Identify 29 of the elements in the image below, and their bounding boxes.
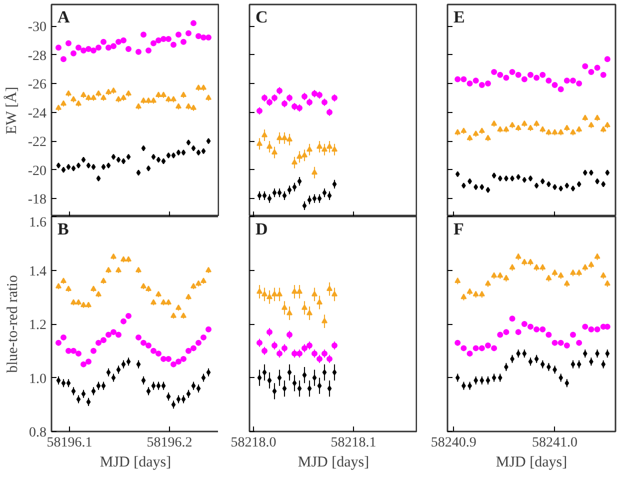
x-tick-label: 58218.0 <box>230 436 276 450</box>
chart-title: C <box>256 8 268 26</box>
y-tick-label: -28 <box>28 48 47 64</box>
y-tick-label: 1.4 <box>29 264 46 280</box>
y-tick-label: -24 <box>28 106 47 122</box>
chart-title: E <box>454 8 465 26</box>
y-tick-label: 1.6 <box>29 216 46 230</box>
y-tick-label: 1.2 <box>29 318 46 333</box>
chart-title: D <box>256 220 268 238</box>
x-axis-title: MJD [days] <box>298 454 370 470</box>
x-tick-label: 58196.1 <box>46 436 92 450</box>
x-tick-label: 58241.0 <box>532 436 578 450</box>
y-axis-title: EW [Å] <box>2 86 20 134</box>
chart-title: A <box>58 8 70 26</box>
x-axis-title: MJD [days] <box>100 454 172 470</box>
chart-title: F <box>454 220 464 238</box>
y-tick-label: 1.0 <box>29 372 46 387</box>
y-tick-label: -18 <box>28 192 47 208</box>
y-tick-label: -20 <box>28 164 47 179</box>
x-axis-title: MJD [days] <box>496 454 568 470</box>
y-tick-label: 0.8 <box>29 426 46 440</box>
y-tick-label: -22 <box>28 135 47 150</box>
y-axis-title: blue-to-red ratio <box>5 275 21 373</box>
y-tick-label: -26 <box>28 78 47 93</box>
y-tick-label: -30 <box>28 20 47 36</box>
x-tick-label: 58196.2 <box>146 436 192 450</box>
x-tick-label: 58240.9 <box>430 436 476 450</box>
chart-title: B <box>58 220 69 238</box>
x-tick-label: 58218.1 <box>330 436 376 450</box>
